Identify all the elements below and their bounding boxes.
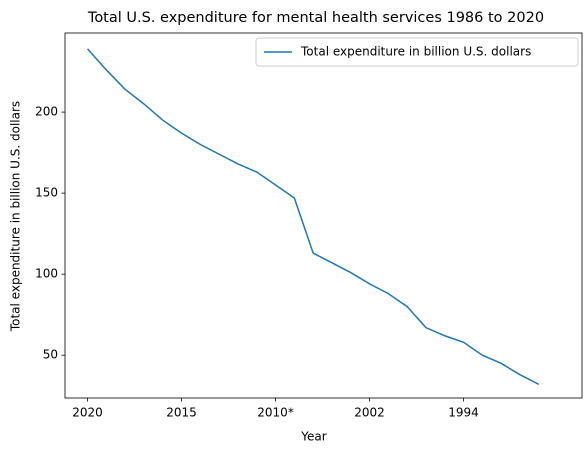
- x-tick-label: 2015: [166, 406, 197, 420]
- x-axis-label: Year: [300, 430, 326, 444]
- y-tick-label: 50: [43, 348, 58, 362]
- y-tick-label: 100: [35, 267, 58, 281]
- y-tick-label: 150: [35, 186, 58, 200]
- line-series: [87, 48, 540, 386]
- chart-title: Total U.S. expenditure for mental health…: [87, 10, 544, 26]
- y-tick-label: 200: [35, 105, 58, 119]
- x-tick-label: 2010*: [257, 406, 294, 420]
- legend-box: [255, 37, 579, 67]
- x-tick-label: 2020: [72, 406, 103, 420]
- x-tick-label: 1994: [448, 406, 479, 420]
- x-tick-label: 2002: [354, 406, 385, 420]
- plot-frame: [64, 32, 583, 399]
- legend-label: Total expenditure in billion U.S. dollar…: [300, 45, 531, 59]
- y-axis-label: Total expenditure in billion U.S. dollar…: [9, 101, 23, 332]
